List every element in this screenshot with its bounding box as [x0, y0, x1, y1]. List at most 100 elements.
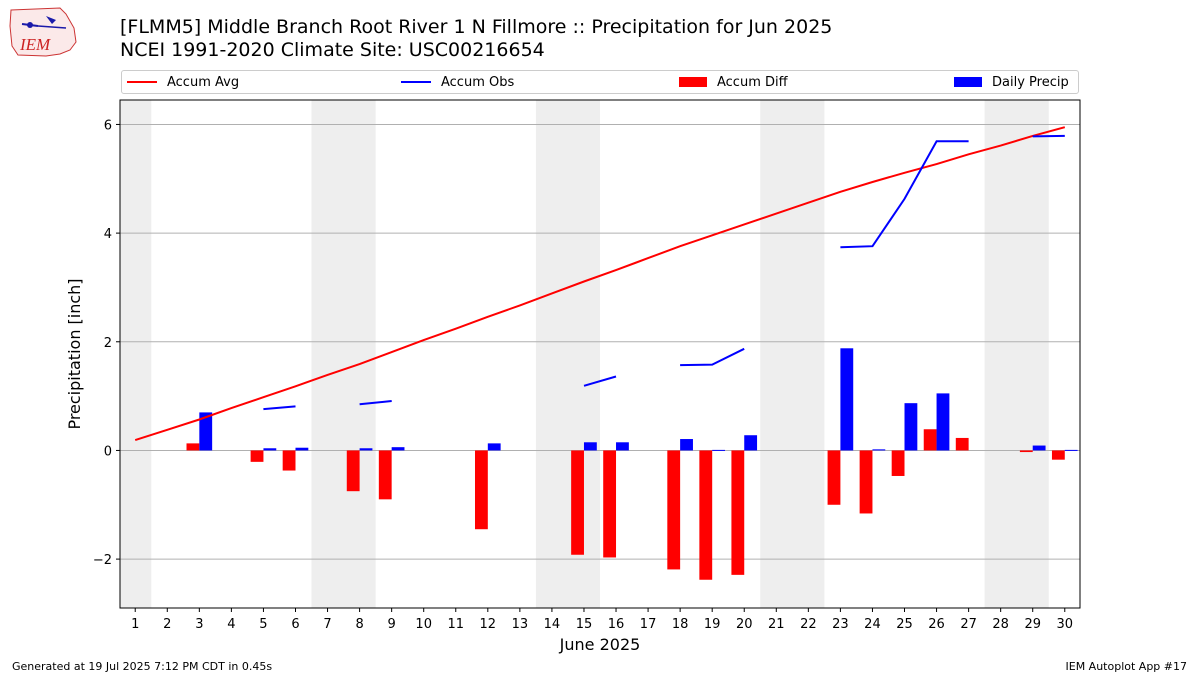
daily-precip-bar	[936, 393, 950, 451]
x-tick-label: 25	[896, 617, 913, 632]
x-tick-label: 4	[227, 617, 235, 632]
x-tick-label: 13	[512, 617, 529, 632]
accum-obs-line	[263, 405, 296, 411]
accum-avg-line	[134, 126, 1066, 442]
x-tick-label: 26	[928, 617, 945, 632]
x-tick-label: 1	[131, 617, 139, 632]
daily-precip-bar	[616, 442, 629, 451]
chart-title: [FLMM5] Middle Branch Root River 1 N Fil…	[120, 16, 833, 38]
daily-precip-bar	[295, 447, 309, 451]
weekend-shade	[311, 100, 376, 608]
accum-diff-bar	[827, 450, 841, 505]
x-tick-label: 17	[640, 617, 657, 632]
accum-diff-bar	[186, 443, 200, 451]
daily-precip-bar	[872, 449, 886, 451]
accum-diff-bar	[1051, 450, 1065, 460]
accum-diff-bar	[667, 450, 681, 570]
y-axis-label: Precipitation [inch]	[65, 278, 84, 429]
generated-timestamp: Generated at 19 Jul 2025 7:12 PM CDT in …	[12, 660, 273, 673]
x-tick-label: 12	[480, 617, 497, 632]
x-tick-label: 20	[736, 617, 753, 632]
x-tick-label: 24	[864, 617, 881, 632]
daily-precip-bar	[391, 447, 405, 451]
plot-frame	[119, 99, 1081, 609]
chart-subtitle: NCEI 1991-2020 Climate Site: USC00216654	[120, 39, 545, 61]
legend-swatch-accum-avg	[127, 81, 157, 83]
x-tick-label: 5	[259, 617, 267, 632]
accum-diff-bar	[699, 450, 713, 580]
accum-obs-line	[680, 347, 745, 367]
legend: Accum Avg Accum Obs Accum Diff Daily Pre…	[121, 70, 1079, 94]
accum-obs-line	[1032, 134, 1065, 138]
legend-swatch-accum-obs	[401, 81, 431, 83]
weekend-shade	[120, 100, 152, 608]
accum-diff-bar	[571, 450, 584, 555]
daily-precip-bar	[680, 439, 693, 451]
x-tick-label: 10	[415, 617, 432, 632]
legend-item-accum-avg: Accum Avg	[127, 74, 239, 90]
accum-obs-line	[840, 140, 969, 249]
legend-label-accum-obs: Accum Obs	[441, 74, 515, 90]
app-credit: IEM Autoplot App #17	[1065, 660, 1188, 673]
accum-obs-line	[359, 400, 392, 406]
x-tick-label: 16	[608, 617, 625, 632]
daily-precip-bar	[583, 442, 597, 451]
legend-swatch-daily-precip	[954, 77, 982, 87]
accum-obs-line	[583, 375, 617, 387]
x-tick-label: 21	[768, 617, 785, 632]
accum-diff-bar	[891, 450, 905, 476]
daily-precip-bar	[263, 448, 277, 451]
x-tick-label: 11	[447, 617, 464, 632]
x-tick-label: 18	[672, 617, 689, 632]
iem-logo-graphic: IEM	[9, 7, 77, 57]
accum-diff-bar	[955, 437, 969, 451]
legend-item-accum-diff: Accum Diff	[679, 74, 788, 90]
accum-diff-bar	[346, 450, 360, 492]
x-tick-label: 30	[1057, 617, 1074, 632]
legend-swatch-accum-diff	[679, 77, 707, 87]
x-tick-label: 29	[1024, 617, 1041, 632]
legend-item-accum-obs: Accum Obs	[401, 74, 514, 90]
daily-precip-bar	[199, 412, 213, 451]
accum-diff-bar	[1019, 450, 1033, 453]
logo-text: IEM	[19, 35, 51, 54]
x-tick-label: 9	[388, 617, 396, 632]
x-tick-label: 7	[323, 617, 331, 632]
weekend-shade	[984, 100, 1049, 608]
y-tick-label: 4	[104, 227, 112, 242]
x-tick-label: 15	[576, 617, 593, 632]
y-tick-label: 0	[104, 444, 112, 459]
x-tick-label: 23	[832, 617, 849, 632]
accum-diff-bar	[731, 450, 745, 575]
accum-diff-bar	[923, 429, 937, 451]
accum-diff-bar	[603, 450, 617, 558]
daily-precip-bar	[1032, 445, 1046, 451]
y-tick-label: 6	[104, 118, 112, 133]
accum-diff-bar	[250, 450, 264, 462]
weekend-shade	[535, 100, 600, 608]
daily-precip-bar	[359, 448, 373, 451]
x-axis-label: June 2025	[559, 635, 641, 654]
accum-diff-bar	[474, 450, 488, 530]
x-tick-label: 6	[291, 617, 299, 632]
weekend-shade	[760, 100, 825, 608]
x-tick-label: 14	[544, 617, 561, 632]
y-tick-label: 2	[104, 336, 112, 351]
daily-precip-bar	[744, 435, 758, 451]
daily-precip-bar	[904, 403, 918, 451]
accum-diff-bar	[859, 450, 873, 514]
daily-precip-bar	[712, 449, 726, 451]
x-tick-label: 28	[992, 617, 1009, 632]
x-tick-label: 22	[800, 617, 817, 632]
x-tick-label: 2	[163, 617, 171, 632]
daily-precip-bar	[840, 348, 854, 451]
iem-logo: IEM	[8, 6, 82, 60]
legend-item-daily-precip: Daily Precip	[954, 74, 1069, 90]
daily-precip-bar	[1064, 449, 1078, 451]
x-tick-label: 8	[355, 617, 363, 632]
y-tick-label: −2	[93, 553, 112, 568]
legend-label-daily-precip: Daily Precip	[992, 74, 1069, 90]
daily-precip-bar	[487, 443, 501, 451]
accum-diff-bar	[282, 450, 296, 471]
